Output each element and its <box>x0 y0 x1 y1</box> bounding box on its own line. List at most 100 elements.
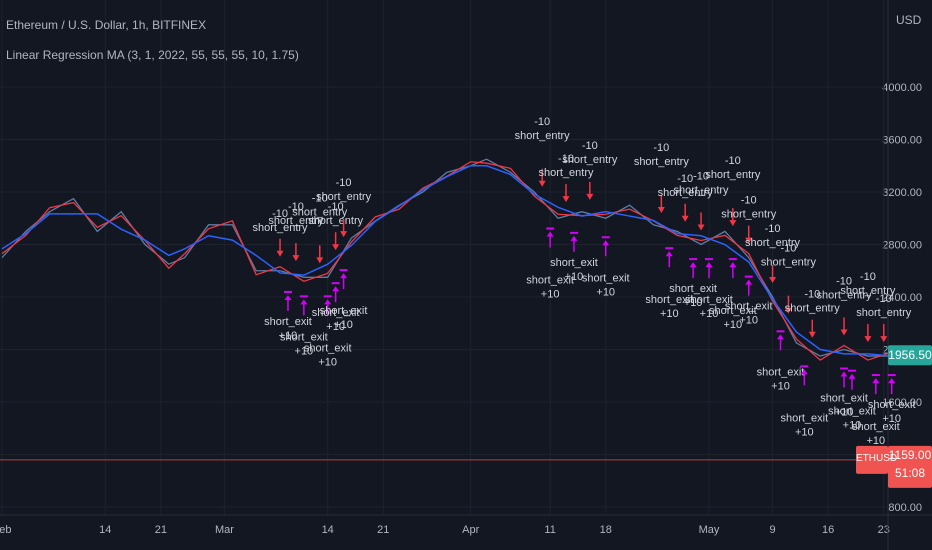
short-exit-label: short_exit <box>550 257 598 269</box>
short-entry-arrowhead <box>340 231 348 238</box>
short-entry-qty-label: -10 <box>780 243 796 255</box>
short-entry-arrowhead <box>880 336 888 343</box>
short-exit-marker <box>283 290 292 293</box>
short-entry-qty-label: -10 <box>312 192 328 204</box>
short-exit-qty-label: +10 <box>771 380 790 392</box>
short-entry-label: short_entry <box>856 307 912 319</box>
short-exit-marker <box>705 258 713 261</box>
short-exit-qty-label: +10 <box>596 286 615 298</box>
short-entry-label: short_entry <box>515 130 571 142</box>
y-tick-label: 800.00 <box>888 502 922 514</box>
short-exit-arrowhead <box>602 240 610 246</box>
y-tick-label: 2400.00 <box>882 292 922 304</box>
short-exit-marker <box>331 282 340 285</box>
short-entry-label: short_entry <box>761 257 817 269</box>
currency-label: USD <box>896 13 922 27</box>
short-entry-arrowhead <box>729 220 737 227</box>
short-exit-label: short_exit <box>304 342 352 354</box>
short-exit-arrowhead <box>665 251 673 257</box>
x-tick-label: Mar <box>215 524 234 536</box>
short-exit-arrowhead <box>332 286 340 292</box>
short-exit-marker <box>776 330 785 333</box>
short-entry-qty-label: -10 <box>765 223 781 235</box>
short-exit-label: short_exit <box>820 393 868 405</box>
short-exit-qty-label: +10 <box>835 407 854 419</box>
short-entry-label: short_entry <box>634 156 690 168</box>
short-entry-arrowhead <box>316 257 324 264</box>
x-tick-label: 21 <box>155 524 167 536</box>
x-tick-label: 23 <box>878 524 890 536</box>
short-entry-arrowhead <box>769 277 777 283</box>
short-entry-qty-label: -10 <box>836 276 852 288</box>
short-exit-arrowhead <box>848 373 856 379</box>
short-exit-label: short_exit <box>264 316 312 328</box>
short-exit-label: short_exit <box>868 399 916 411</box>
y-tick-label: 3200.00 <box>882 187 922 199</box>
x-tick-label: 18 <box>600 524 612 536</box>
last-price-tag-bg <box>888 345 932 366</box>
short-exit-label: short_exit <box>280 331 328 343</box>
short-exit-marker <box>689 258 698 261</box>
short-exit-arrowhead <box>546 231 554 237</box>
x-tick-label: 14 <box>99 524 111 536</box>
bar-countdown-tag: 51:08 <box>894 465 926 480</box>
short-exit-label: short_exit <box>685 294 733 306</box>
short-entry-label: short_entry <box>658 187 714 199</box>
short-entry-qty-label: -10 <box>653 142 669 154</box>
indicator-legend[interactable]: Linear Regression MA (3, 1, 2022, 55, 55… <box>6 48 299 62</box>
short-entry-arrowhead <box>784 307 792 314</box>
short-exit-qty-label: +10 <box>279 330 298 342</box>
short-entry-arrowhead <box>276 250 284 257</box>
short-exit-qty-label: +10 <box>295 345 314 357</box>
short-exit-arrowhead <box>300 299 308 305</box>
short-entry-arrowhead <box>840 329 848 336</box>
short-entry-label: short_entry <box>840 285 896 297</box>
x-tick-label: Apr <box>462 524 479 536</box>
short-entry-label: short_entry <box>562 154 618 166</box>
short-entry-label: short_entry <box>268 215 324 227</box>
short-entry-qty-label: -10 <box>582 140 598 152</box>
short-entry-label: short_entry <box>538 167 594 179</box>
short-entry-label: short_entry <box>745 237 801 249</box>
ethusd-symbol-tag: ETHUSD <box>856 452 898 464</box>
short-exit-qty-label: +10 <box>700 308 719 320</box>
short-exit-marker <box>744 275 753 278</box>
short-exit-qty-label: +10 <box>326 321 345 333</box>
short-exit-marker <box>887 374 896 377</box>
short-exit-qty-label: +10 <box>684 297 703 309</box>
short-entry-qty-label: -10 <box>534 116 550 128</box>
last-price-tag: 1956.50 <box>888 348 932 363</box>
short-exit-marker <box>871 374 880 377</box>
short-entry-arrowhead <box>586 193 594 200</box>
short-entry-arrowhead <box>538 180 546 187</box>
short-exit-arrowhead <box>324 299 332 305</box>
short-entry-qty-label: -10 <box>336 177 352 189</box>
short-entry-label: short_entry <box>253 222 309 234</box>
symbol-title: Ethereum / U.S. Dollar, 1h, BITFINEX <box>6 18 207 32</box>
short-exit-label: short_exit <box>828 406 876 418</box>
short-exit-label: short_exit <box>852 421 900 433</box>
short-entry-qty-label: -10 <box>288 201 304 213</box>
short-exit-arrowhead <box>745 279 753 285</box>
x-tick-label: 11 <box>544 524 555 536</box>
short-exit-label: short_exit <box>320 305 368 317</box>
short-entry-label: short_entry <box>785 303 841 315</box>
x-tick-label: 16 <box>822 524 834 536</box>
short-exit-label: short_exit <box>312 307 360 319</box>
short-exit-arrowhead <box>705 262 713 268</box>
short-exit-arrowhead <box>888 378 896 384</box>
short-exit-arrowhead <box>840 371 848 377</box>
short-exit-arrowhead <box>729 262 737 268</box>
short-exit-label: short_exit <box>645 294 693 306</box>
short-exit-label: short_exit <box>526 275 574 287</box>
short-exit-qty-label: +10 <box>795 426 814 438</box>
y-tick-label: 4000.00 <box>882 82 922 94</box>
x-tick-label: 9 <box>769 524 775 536</box>
short-entry-label: short_entry <box>674 185 730 197</box>
short-exit-marker <box>800 365 809 368</box>
short-exit-qty-label: +10 <box>334 319 353 331</box>
short-exit-qty-label: +10 <box>660 308 679 320</box>
